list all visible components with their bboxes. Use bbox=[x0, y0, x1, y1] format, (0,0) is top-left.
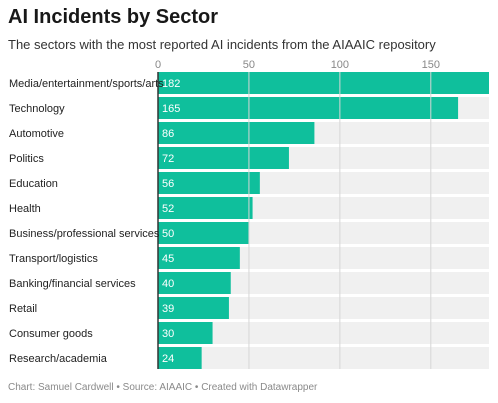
chart-credit: Chart: Samuel Cardwell • Source: AIAAIC … bbox=[8, 382, 318, 393]
value-label: 182 bbox=[162, 78, 180, 90]
value-label: 50 bbox=[162, 228, 174, 240]
bar bbox=[158, 322, 213, 344]
bar bbox=[158, 197, 253, 219]
chart-title: AI Incidents by Sector bbox=[8, 6, 219, 28]
category-label: Automotive bbox=[9, 128, 64, 140]
bar-track bbox=[158, 297, 489, 319]
bar-track bbox=[158, 272, 489, 294]
x-tick-label: 150 bbox=[422, 59, 440, 71]
category-label: Retail bbox=[9, 303, 37, 315]
bar bbox=[158, 247, 240, 269]
category-label: Consumer goods bbox=[9, 328, 93, 340]
value-label: 72 bbox=[162, 153, 174, 165]
category-label: Education bbox=[9, 178, 58, 190]
bar bbox=[158, 97, 459, 119]
category-label: Media/entertainment/sports/arts bbox=[9, 78, 164, 90]
category-label: Banking/financial services bbox=[9, 278, 136, 290]
value-label: 165 bbox=[162, 103, 180, 115]
bar-track bbox=[158, 322, 489, 344]
chart-subtitle: The sectors with the most reported AI in… bbox=[8, 37, 436, 52]
x-tick-label: 100 bbox=[331, 59, 349, 71]
category-label: Politics bbox=[9, 153, 44, 165]
category-label: Technology bbox=[9, 103, 65, 115]
bar bbox=[158, 172, 260, 194]
bar bbox=[158, 222, 249, 244]
category-label: Health bbox=[9, 203, 41, 215]
bar bbox=[158, 347, 202, 369]
x-tick-label: 50 bbox=[243, 59, 255, 71]
category-label: Business/professional services bbox=[9, 228, 160, 240]
value-label: 56 bbox=[162, 178, 174, 190]
value-label: 45 bbox=[162, 253, 174, 265]
bar bbox=[158, 297, 229, 319]
value-label: 40 bbox=[162, 278, 174, 290]
category-label: Research/academia bbox=[9, 353, 108, 365]
value-label: 86 bbox=[162, 128, 174, 140]
category-label: Transport/logistics bbox=[9, 253, 98, 265]
value-label: 52 bbox=[162, 203, 174, 215]
value-label: 24 bbox=[162, 353, 174, 365]
bar bbox=[158, 122, 315, 144]
bar bbox=[158, 272, 231, 294]
bar bbox=[158, 72, 489, 94]
value-label: 39 bbox=[162, 303, 174, 315]
bar-track bbox=[158, 247, 489, 269]
bar-track bbox=[158, 347, 489, 369]
x-tick-label: 0 bbox=[155, 59, 161, 71]
value-label: 30 bbox=[162, 328, 174, 340]
bar bbox=[158, 147, 289, 169]
